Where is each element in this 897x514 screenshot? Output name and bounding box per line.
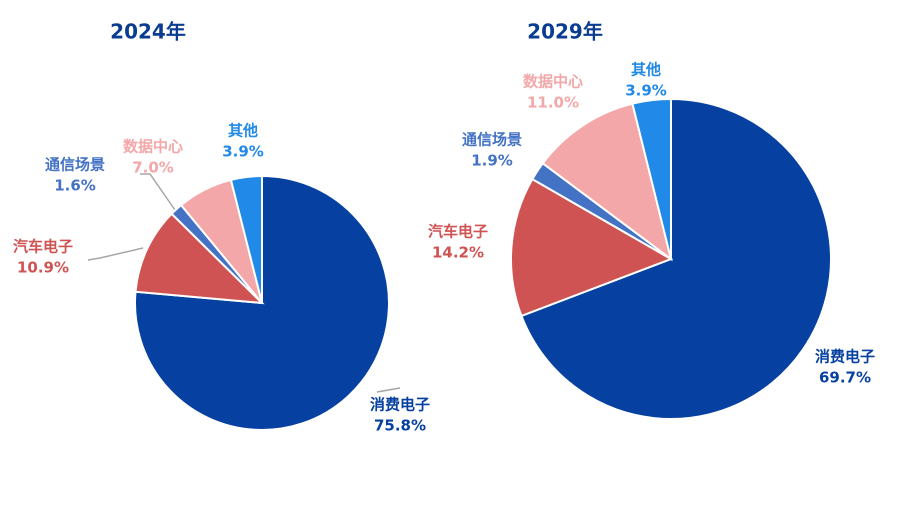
pie-slice (134, 174, 390, 431)
value-label: 11.0% (527, 94, 579, 112)
leader-line (140, 173, 176, 211)
category-label: 其他 (631, 61, 661, 79)
pie-slice (134, 212, 265, 305)
value-label: 7.0% (132, 159, 174, 177)
value-label: 3.9% (625, 82, 667, 100)
pie-slice (631, 97, 672, 260)
category-label: 消费电子 (815, 348, 875, 366)
category-label: 汽车电子 (428, 223, 488, 241)
category-label: 数据中心 (123, 138, 183, 156)
leader-lines (87, 173, 401, 393)
pie-slice (229, 174, 263, 304)
category-label: 通信场景 (462, 131, 522, 149)
category-label: 汽车电子 (13, 238, 73, 256)
chart-title: 2029年 (527, 20, 603, 44)
chart-title: 2024年 (110, 20, 186, 44)
value-label: 3.9% (222, 143, 264, 161)
pie-slice (520, 97, 832, 420)
value-label: 1.6% (54, 177, 96, 195)
category-label: 通信场景 (45, 156, 105, 174)
value-label: 75.8% (374, 417, 426, 435)
category-label: 消费电子 (370, 396, 430, 414)
value-label: 69.7% (819, 369, 871, 387)
leader-line (376, 387, 401, 393)
value-label: 14.2% (432, 244, 484, 262)
leader-line (87, 247, 144, 261)
pie-slice (541, 102, 673, 262)
category-label: 其他 (228, 122, 258, 140)
pie-slice (510, 177, 674, 318)
value-label: 10.9% (17, 259, 69, 277)
category-label: 数据中心 (523, 73, 583, 91)
value-label: 1.9% (471, 152, 513, 170)
